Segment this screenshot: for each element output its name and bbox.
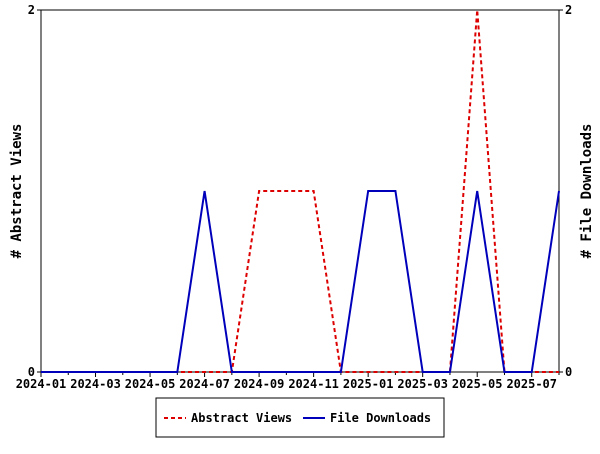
x-tick-label: 2025-03 xyxy=(397,377,448,391)
y2-tick-label: 2 xyxy=(565,3,572,17)
x-tick-label: 2025-07 xyxy=(506,377,557,391)
x-tick-label: 2024-03 xyxy=(70,377,121,391)
legend-label-file-downloads: File Downloads xyxy=(330,411,431,425)
x-tick-label: 2024-07 xyxy=(179,377,230,391)
x-tick-label: 2024-05 xyxy=(125,377,176,391)
y-tick-label: 2 xyxy=(28,3,35,17)
x-tick-label: 2024-01 xyxy=(16,377,67,391)
legend-label-abstract-views: Abstract Views xyxy=(191,411,292,425)
y2-tick-label: 0 xyxy=(565,365,572,379)
y-axis-label: # Abstract Views xyxy=(9,124,25,259)
x-tick-label: 2025-01 xyxy=(343,377,394,391)
y2-axis-label: # File Downloads xyxy=(579,124,595,259)
x-tick-label: 2025-05 xyxy=(452,377,503,391)
x-tick-label: 2024-11 xyxy=(288,377,339,391)
x-tick-label: 2024-09 xyxy=(234,377,285,391)
y-tick-label: 0 xyxy=(28,365,35,379)
legend: Abstract Views File Downloads xyxy=(155,397,445,438)
series-line-file-downloads xyxy=(41,190,560,373)
